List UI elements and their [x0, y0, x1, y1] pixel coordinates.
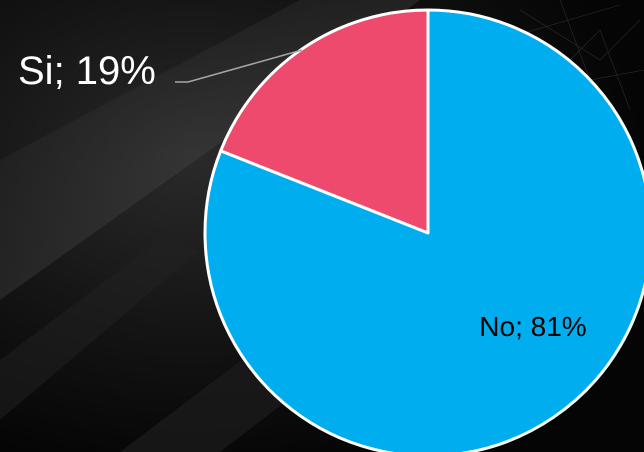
slice-label-no: No; 81% — [479, 311, 586, 342]
slice-label-si: Si; 19% — [18, 49, 156, 93]
